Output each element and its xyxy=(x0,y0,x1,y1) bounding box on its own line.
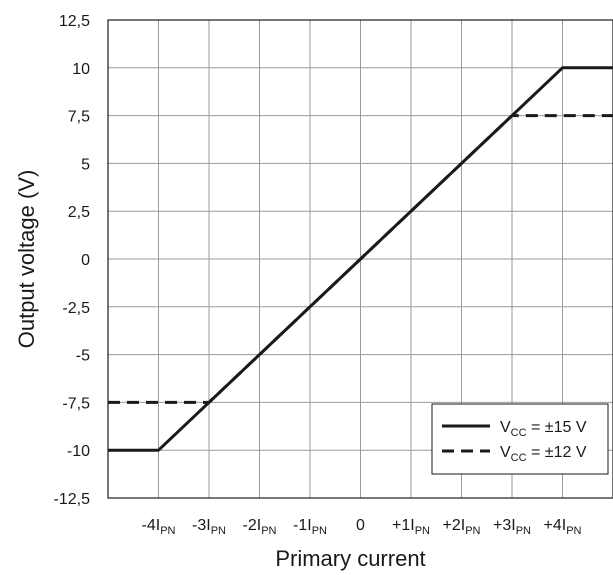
y-tick-label: 7,5 xyxy=(68,109,90,126)
y-axis-title: Output voltage (V) xyxy=(14,170,39,349)
legend: VCC = ±15 V VCC = ±12 V xyxy=(431,403,609,475)
y-tick-label: 10 xyxy=(72,61,90,78)
y-tick-label: 5 xyxy=(81,156,90,173)
x-tick-label: 0 xyxy=(356,517,365,534)
x-tick-label: -4IPN xyxy=(142,517,176,537)
x-tick-label: -2IPN xyxy=(243,517,277,537)
legend-label-1: VCC = ±15 V xyxy=(500,419,587,439)
x-tick-label: +1IPN xyxy=(392,517,430,537)
x-tick-label: +4IPN xyxy=(544,517,582,537)
legend-box xyxy=(431,403,609,475)
x-tick-label: +2IPN xyxy=(443,517,481,537)
x-axis-title: Primary current xyxy=(275,546,425,571)
y-tick-label: 12,5 xyxy=(59,13,90,30)
series-line-2 xyxy=(108,114,613,404)
y-tick-label: 2,5 xyxy=(68,204,90,221)
x-tick-label: +3IPN xyxy=(493,517,531,537)
y-tick-labels: 12,5 10 7,5 5 2,5 0 -2,5 -5 -7,5 -10 -12,5 xyxy=(54,13,91,508)
y-tick-label: -12,5 xyxy=(54,491,91,508)
y-tick-label: -10 xyxy=(67,443,90,460)
y-tick-label: 0 xyxy=(81,252,90,269)
y-tick-label: -2,5 xyxy=(62,300,90,317)
x-tick-label: -3IPN xyxy=(192,517,226,537)
series-lines xyxy=(108,66,613,452)
x-tick-labels: -4IPN -3IPN -2IPN -1IPN 0 +1IPN +2IPN +3IPN +4IP… xyxy=(142,517,582,537)
legend-label-2: VCC = ±12 V xyxy=(500,444,587,464)
plot-frame xyxy=(107,19,613,499)
y-tick-label: -7,5 xyxy=(62,395,90,412)
y-tick-label: -5 xyxy=(76,348,90,365)
x-tick-label: -1IPN xyxy=(293,517,327,537)
